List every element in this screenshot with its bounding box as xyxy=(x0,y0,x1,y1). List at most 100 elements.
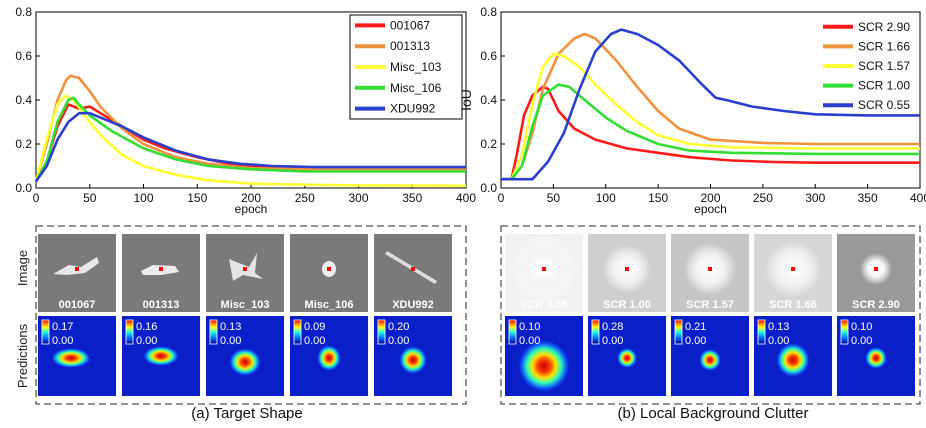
b-legend-label-3: SCR 1.57 xyxy=(858,59,910,73)
b-xtick-label: 150 xyxy=(648,191,668,205)
colorbar xyxy=(209,319,218,345)
colorbar-min: 0.00 xyxy=(220,335,241,347)
colorbar-max: 0.09 xyxy=(304,321,325,333)
b-series-5-line xyxy=(501,28,920,181)
thumbnail-label: 001313 xyxy=(143,299,180,311)
thumbnail-label: XDU992 xyxy=(392,299,434,311)
target-marker xyxy=(625,267,629,271)
b-xtick-label: 0 xyxy=(498,191,505,205)
colorbar xyxy=(508,319,517,345)
thumbnail-label: Misc_103 xyxy=(221,299,270,311)
colorbar-max: 0.20 xyxy=(388,321,409,333)
a-xtick-label: 50 xyxy=(83,191,97,205)
thumbnail-label: SCR 1.00 xyxy=(603,299,651,311)
b-legend-label-1: SCR 2.90 xyxy=(858,20,910,34)
colorbar-min: 0.00 xyxy=(768,335,789,347)
thumbnail-5: SCR 2.90 0.10 0.00 xyxy=(837,234,915,396)
thumbnail-label: SCR 1.57 xyxy=(686,299,734,311)
a-ytick-label: 0.0 xyxy=(15,181,32,195)
a-xtick-label: 300 xyxy=(348,191,368,205)
target-marker xyxy=(542,267,546,271)
a-series-4-line xyxy=(34,96,466,183)
prediction-blob xyxy=(518,340,570,392)
b-ytick-label: 0.2 xyxy=(480,137,497,151)
prediction-blob xyxy=(617,348,637,368)
thumbnail-2: 001313 0.16 0.00 xyxy=(122,234,200,396)
colorbar-max: 0.21 xyxy=(685,321,706,333)
a-legend: 001067 001313 Misc_103 Misc_106 XDU992 xyxy=(349,14,463,120)
colorbar-min: 0.00 xyxy=(851,335,872,347)
thumbnail-4: Misc_106 0.09 0.00 xyxy=(290,234,368,396)
b-series-1-line xyxy=(501,85,920,181)
a-ytick-label: 0.2 xyxy=(15,137,32,151)
b-xtick-label: 200 xyxy=(700,191,720,205)
a-ytick-label: 0.6 xyxy=(15,49,32,63)
colorbar xyxy=(674,319,683,345)
colorbar xyxy=(840,319,849,345)
colorbar-min: 0.00 xyxy=(136,335,157,347)
target-marker xyxy=(243,267,247,271)
thumbnail-3: Misc_103 0.13 0.00 xyxy=(206,234,284,396)
colorbar-max: 0.28 xyxy=(602,321,623,333)
thumbnail-label: Misc_106 xyxy=(305,299,354,311)
thumbnail-4: SCR 1.66 0.13 0.00 xyxy=(754,234,832,396)
colorbar-min: 0.00 xyxy=(52,335,73,347)
a-series-lines xyxy=(34,74,467,188)
b-ytick-label: 0.6 xyxy=(480,49,497,63)
colorbar xyxy=(41,319,50,345)
b-legend-label-5: SCR 0.55 xyxy=(858,98,910,112)
colorbar xyxy=(293,319,302,345)
thumbnail-label: SCR 2.90 xyxy=(852,299,900,311)
b-ytick-label: 0.0 xyxy=(480,181,497,195)
thumbnail-1: SCR 0.55 0.10 0.00 xyxy=(505,234,583,396)
prediction-blob xyxy=(317,345,341,371)
target-marker xyxy=(75,267,79,271)
b-ylabel: IoU xyxy=(458,89,474,111)
thumbnail-label: SCR 0.55 xyxy=(520,299,568,311)
prediction-blob xyxy=(776,343,810,377)
b-xtick-label: 300 xyxy=(805,191,825,205)
b-xtick-label: 250 xyxy=(753,191,773,205)
b-xtick-label: 100 xyxy=(596,191,616,205)
a-xtick-label: 0 xyxy=(33,191,40,205)
thumbnail-label: SCR 1.66 xyxy=(769,299,817,311)
row-label-image: Image xyxy=(15,250,30,286)
a-xtick-label: 250 xyxy=(295,191,315,205)
chart-local-background-clutter: 0.0 0.2 0.4 0.6 0.8 0 50 100 150 200 250 300 350 400 e… xyxy=(458,5,926,216)
a-legend-label-2: 001313 xyxy=(390,39,430,53)
colorbar-min: 0.00 xyxy=(388,335,409,347)
b-xtick-label: 350 xyxy=(858,191,878,205)
colorbar xyxy=(125,319,134,345)
panel-a-thumbnails: Image Predictions 001067 0.17 0.00 001313 0.… xyxy=(15,225,467,422)
prediction-blob xyxy=(143,346,179,366)
b-xtick-label: 50 xyxy=(547,191,561,205)
a-xtick-label: 100 xyxy=(133,191,153,205)
a-series-5-line xyxy=(34,111,466,183)
colorbar xyxy=(377,319,386,345)
a-ytick-label: 0.4 xyxy=(15,93,32,107)
a-legend-label-1: 001067 xyxy=(390,18,430,32)
a-xlabel: epoch xyxy=(235,202,268,216)
colorbar-min: 0.00 xyxy=(602,335,623,347)
thumbnail-label: 001067 xyxy=(59,299,96,311)
caption-a: (a) Target Shape xyxy=(191,405,302,422)
b-series-lines xyxy=(501,28,920,181)
a-series-3-line xyxy=(34,94,467,188)
thumbnail-3: SCR 1.57 0.21 0.00 xyxy=(671,234,749,396)
target-silhouette xyxy=(53,257,99,275)
colorbar-max: 0.10 xyxy=(519,321,540,333)
a-ytick-label: 0.8 xyxy=(15,5,32,19)
image-tile xyxy=(374,234,452,312)
prediction-blob xyxy=(865,347,887,369)
caption-b: (b) Local Background Clutter xyxy=(618,405,809,422)
target-marker xyxy=(327,267,331,271)
b-series-4-line xyxy=(501,83,920,181)
a-xtick-label: 200 xyxy=(241,191,261,205)
colorbar xyxy=(757,319,766,345)
a-series-2-line xyxy=(34,74,466,182)
b-xlabel: epoch xyxy=(694,202,727,216)
colorbar-min: 0.00 xyxy=(304,335,325,347)
colorbar-max: 0.13 xyxy=(220,321,241,333)
colorbar-min: 0.00 xyxy=(685,335,706,347)
